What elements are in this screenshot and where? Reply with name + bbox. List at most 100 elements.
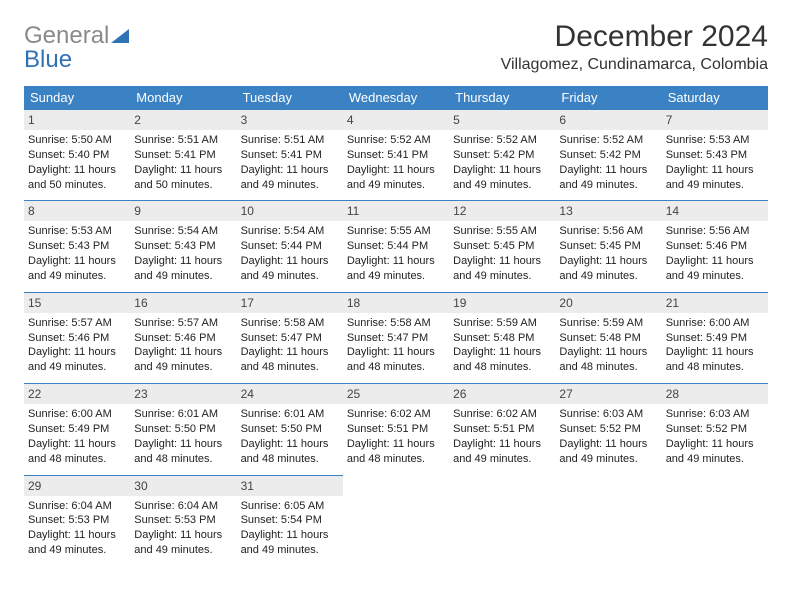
sunset-text: Sunset: 5:53 PM (28, 513, 126, 528)
calendar-table: Sunday Monday Tuesday Wednesday Thursday… (24, 86, 768, 566)
day-number: 18 (343, 292, 449, 313)
sunset-text: Sunset: 5:50 PM (241, 422, 339, 437)
daynum-row: 1234567 (24, 110, 768, 131)
sunrise-text: Sunrise: 6:04 AM (28, 499, 126, 514)
day-number: 29 (24, 475, 130, 496)
day-cell: Sunrise: 5:50 AMSunset: 5:40 PMDaylight:… (24, 130, 130, 201)
day-cell: Sunrise: 5:56 AMSunset: 5:45 PMDaylight:… (555, 221, 661, 292)
brand-part1: General (24, 22, 109, 49)
brand-triangle-icon (111, 29, 129, 43)
daylight-text: Daylight: 11 hours and 49 minutes. (134, 345, 232, 375)
sunrise-text: Sunrise: 6:02 AM (453, 407, 551, 422)
sunrise-text: Sunrise: 5:51 AM (134, 133, 232, 148)
sunrise-text: Sunrise: 5:57 AM (134, 316, 232, 331)
sunset-text: Sunset: 5:48 PM (559, 331, 657, 346)
day-number: 13 (555, 201, 661, 222)
sunrise-text: Sunrise: 6:01 AM (134, 407, 232, 422)
day-number: 25 (343, 384, 449, 405)
day-number: 20 (555, 292, 661, 313)
day-number: 23 (130, 384, 236, 405)
daylight-text: Daylight: 11 hours and 49 minutes. (28, 528, 126, 558)
day-header: Friday (555, 86, 661, 110)
daylight-text: Daylight: 11 hours and 49 minutes. (453, 163, 551, 193)
sunset-text: Sunset: 5:46 PM (666, 239, 764, 254)
daylight-text: Daylight: 11 hours and 49 minutes. (241, 254, 339, 284)
day-header-row: Sunday Monday Tuesday Wednesday Thursday… (24, 86, 768, 110)
day-cell: Sunrise: 5:52 AMSunset: 5:42 PMDaylight:… (449, 130, 555, 201)
sunset-text: Sunset: 5:42 PM (453, 148, 551, 163)
day-number: 9 (130, 201, 236, 222)
day-number: 31 (237, 475, 343, 496)
day-number: 3 (237, 110, 343, 131)
sunset-text: Sunset: 5:52 PM (559, 422, 657, 437)
day-cell (449, 496, 555, 566)
brand-logo: General Blue (24, 24, 129, 72)
day-header: Monday (130, 86, 236, 110)
day-number: 12 (449, 201, 555, 222)
sunset-text: Sunset: 5:52 PM (666, 422, 764, 437)
daylight-text: Daylight: 11 hours and 49 minutes. (453, 437, 551, 467)
sunrise-text: Sunrise: 5:53 AM (28, 224, 126, 239)
day-number (555, 475, 661, 496)
sunrise-text: Sunrise: 5:52 AM (453, 133, 551, 148)
day-cell: Sunrise: 6:04 AMSunset: 5:53 PMDaylight:… (24, 496, 130, 566)
daylight-text: Daylight: 11 hours and 48 minutes. (666, 345, 764, 375)
daylight-text: Daylight: 11 hours and 49 minutes. (559, 163, 657, 193)
day-number: 24 (237, 384, 343, 405)
sunset-text: Sunset: 5:41 PM (134, 148, 232, 163)
day-cell: Sunrise: 5:55 AMSunset: 5:45 PMDaylight:… (449, 221, 555, 292)
sunset-text: Sunset: 5:40 PM (28, 148, 126, 163)
day-number: 6 (555, 110, 661, 131)
day-cell (662, 496, 768, 566)
daylight-text: Daylight: 11 hours and 49 minutes. (347, 254, 445, 284)
day-number: 14 (662, 201, 768, 222)
day-number (662, 475, 768, 496)
content-row: Sunrise: 6:04 AMSunset: 5:53 PMDaylight:… (24, 496, 768, 566)
sunset-text: Sunset: 5:47 PM (347, 331, 445, 346)
day-header: Wednesday (343, 86, 449, 110)
daylight-text: Daylight: 11 hours and 48 minutes. (241, 437, 339, 467)
sunset-text: Sunset: 5:43 PM (134, 239, 232, 254)
day-number: 19 (449, 292, 555, 313)
day-number: 2 (130, 110, 236, 131)
day-cell: Sunrise: 5:53 AMSunset: 5:43 PMDaylight:… (662, 130, 768, 201)
sunrise-text: Sunrise: 5:52 AM (559, 133, 657, 148)
day-cell: Sunrise: 6:00 AMSunset: 5:49 PMDaylight:… (662, 313, 768, 384)
sunrise-text: Sunrise: 5:52 AM (347, 133, 445, 148)
content-row: Sunrise: 5:50 AMSunset: 5:40 PM Daylight:… (24, 130, 768, 201)
sunrise-text: Sunrise: 6:03 AM (666, 407, 764, 422)
day-cell: Sunrise: 5:54 AMSunset: 5:44 PMDaylight:… (237, 221, 343, 292)
day-number: 8 (24, 201, 130, 222)
sunset-text: Sunset: 5:42 PM (559, 148, 657, 163)
sunrise-text: Sunrise: 5:54 AM (241, 224, 339, 239)
day-cell: Sunrise: 5:59 AMSunset: 5:48 PMDaylight:… (449, 313, 555, 384)
day-cell: Sunrise: 5:51 AMSunset: 5:41 PMDaylight:… (237, 130, 343, 201)
sunrise-text: Sunrise: 5:59 AM (453, 316, 551, 331)
day-number: 27 (555, 384, 661, 405)
daylight-text: Daylight: 11 hours and 49 minutes. (453, 254, 551, 284)
day-cell: Sunrise: 5:53 AMSunset: 5:43 PMDaylight:… (24, 221, 130, 292)
sunset-text: Sunset: 5:45 PM (453, 239, 551, 254)
sunrise-text: Sunrise: 6:04 AM (134, 499, 232, 514)
daylight-text: Daylight: 11 hours and 49 minutes. (666, 437, 764, 467)
day-cell: Sunrise: 5:52 AMSunset: 5:41 PMDaylight:… (343, 130, 449, 201)
title-block: December 2024 Villagomez, Cundinamarca, … (501, 20, 768, 74)
content-row: Sunrise: 5:53 AM Sunset: 5:43 PM Daylight:… (24, 221, 768, 292)
brand-part2: Blue (24, 46, 72, 73)
sunset-text: Sunset: 5:45 PM (559, 239, 657, 254)
day-number: 17 (237, 292, 343, 313)
day-number: 5 (449, 110, 555, 131)
daylight-text: Daylight: 11 hours and 49 minutes. (666, 254, 764, 284)
day-cell (555, 496, 661, 566)
daylight-text: Daylight: 11 hours and 49 minutes. (559, 437, 657, 467)
day-number: 10 (237, 201, 343, 222)
day-cell: Sunrise: 6:01 AMSunset: 5:50 PMDaylight:… (237, 404, 343, 475)
day-number (449, 475, 555, 496)
header: General Blue December 2024 Villagomez, C… (24, 20, 768, 74)
day-cell: Sunrise: 6:02 AMSunset: 5:51 PMDaylight:… (343, 404, 449, 475)
day-header: Saturday (662, 86, 768, 110)
daylight-text: Daylight: 11 hours and 49 minutes. (559, 254, 657, 284)
sunrise-text: Sunrise: 5:50 AM (28, 133, 126, 148)
day-cell: Sunrise: 6:03 AMSunset: 5:52 PMDaylight:… (662, 404, 768, 475)
day-number: 22 (24, 384, 130, 405)
